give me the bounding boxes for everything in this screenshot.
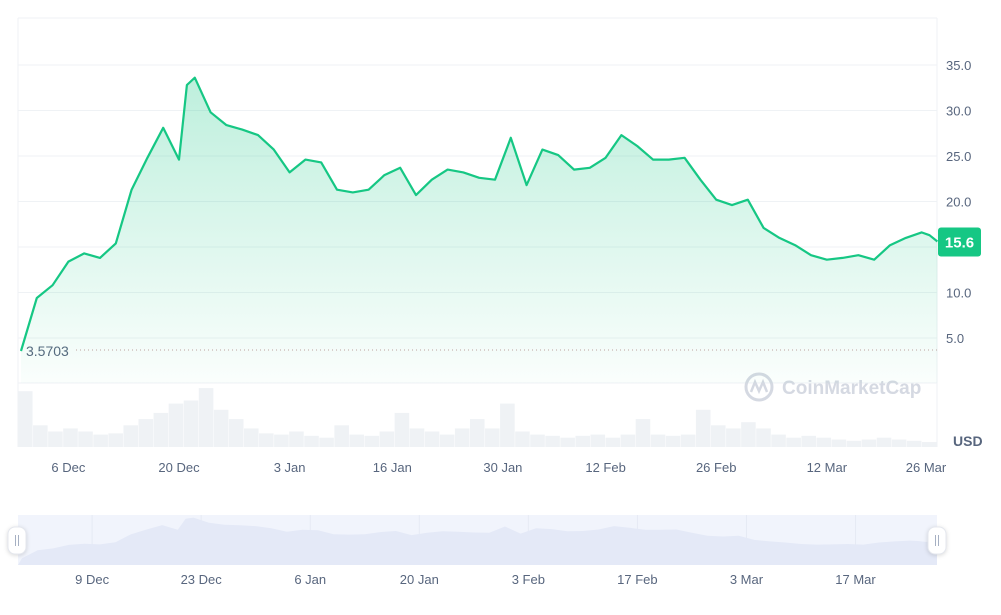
volume-bar [921, 442, 937, 447]
navigator-tick-label: 23 Dec [181, 572, 223, 587]
volume-bar [48, 431, 63, 447]
navigator-tick-label: 17 Feb [617, 572, 657, 587]
volume-bar [771, 434, 786, 447]
volume-bar [726, 428, 741, 447]
volume-bar [469, 419, 485, 447]
navigator-tick-label: 20 Jan [400, 572, 439, 587]
x-tick-label: 16 Jan [373, 460, 412, 475]
volume-bar [680, 434, 696, 447]
volume-bar [575, 435, 590, 447]
x-tick-label: 20 Dec [158, 460, 200, 475]
x-tick-label: 12 Mar [807, 460, 848, 475]
volume-bar [394, 412, 410, 447]
volume-bar [846, 440, 862, 447]
price-area [21, 77, 938, 383]
volume-bar [364, 435, 380, 447]
y-tick-label: 30.0 [946, 104, 971, 119]
volume-bar [906, 440, 922, 447]
volume-bar [876, 437, 892, 447]
currency-label: USD [953, 433, 983, 449]
volume-bar [861, 439, 877, 447]
volume-bar [545, 435, 560, 447]
volume-bar [379, 431, 395, 447]
navigator-tick-label: 6 Jan [294, 572, 326, 587]
volume-bar [304, 435, 319, 447]
volume-bar [756, 428, 771, 447]
logo-wave [749, 378, 769, 395]
y-tick-label: 35.0 [946, 58, 971, 73]
volume-bar [831, 439, 847, 447]
volume-bar [63, 428, 78, 447]
volume-bar [409, 428, 425, 447]
current-price-label: 15.6 [945, 235, 974, 252]
volume-bar [123, 425, 139, 447]
volume-bar [891, 439, 907, 447]
volume-bar [530, 434, 545, 447]
volume-bar [168, 403, 184, 447]
volume-bar [786, 437, 801, 447]
navigator-tick-label: 17 Mar [835, 572, 876, 587]
volume-bar [590, 434, 606, 447]
volume-bar [515, 431, 530, 447]
volume-bar [711, 425, 726, 447]
volume-bar [635, 419, 651, 447]
volume-bar [33, 425, 48, 447]
volume-bar [801, 435, 816, 447]
volume-bar [665, 435, 681, 447]
coinmarketcap-watermark: CoinMarketCap [744, 372, 921, 402]
volume-bar [349, 434, 365, 447]
volume-bar [439, 434, 455, 447]
x-tick-label: 3 Jan [274, 460, 306, 475]
volume-bar [695, 409, 711, 447]
volume-bar [500, 403, 515, 447]
volume-bar [78, 431, 93, 447]
volume-bar [243, 428, 259, 447]
watermark-text: CoinMarketCap [782, 378, 921, 399]
range-navigator: 9 Dec 23 Dec 6 Jan 20 Jan 3 Feb 17 Feb 3 Mar 17… [7, 515, 947, 587]
volume-bar [816, 437, 832, 447]
volume-bar [18, 391, 33, 447]
y-tick-label: 5.0 [946, 331, 964, 346]
x-tick-label: 12 Feb [585, 460, 625, 475]
volume-bar [485, 428, 500, 447]
volume-bar [289, 431, 304, 447]
y-tick-label: 10.0 [946, 286, 971, 301]
navigator-right-handle[interactable] [927, 526, 947, 555]
navigator-tick-label: 9 Dec [75, 572, 109, 587]
y-tick-label: 20.0 [946, 195, 971, 210]
volume-bar [108, 433, 123, 447]
volume-bar [605, 437, 621, 447]
volume-bar [319, 437, 334, 447]
volume-bar [198, 388, 214, 447]
volume-bar [560, 437, 575, 447]
volume-bar [620, 434, 636, 447]
volume-bar [228, 419, 244, 447]
x-tick-label: 6 Dec [51, 460, 85, 475]
volume-bar [213, 409, 229, 447]
volume-bar [274, 434, 289, 447]
current-price-badge [938, 227, 981, 257]
volume-bar [741, 422, 756, 447]
navigator-area [18, 517, 937, 565]
volume-bar [259, 433, 274, 447]
handle-body[interactable] [7, 526, 27, 555]
navigator-tick-label: 3 Feb [512, 572, 545, 587]
x-tick-label: 26 Feb [696, 460, 736, 475]
handle-body[interactable] [927, 526, 947, 555]
volume-bar [138, 419, 154, 447]
volume-bar [454, 428, 470, 447]
navigator-tick-label: 3 Mar [730, 572, 764, 587]
navigator-left-handle[interactable] [7, 526, 27, 555]
volume-bar [334, 425, 349, 447]
volume-bar [153, 412, 169, 447]
volume-bar [93, 434, 108, 447]
y-tick-label: 25.0 [946, 149, 971, 164]
volume-bar [183, 400, 199, 447]
x-tick-label: 26 Mar [906, 460, 947, 475]
volume-bar [650, 434, 666, 447]
volume-bar [424, 431, 440, 447]
x-tick-label: 30 Jan [483, 460, 522, 475]
